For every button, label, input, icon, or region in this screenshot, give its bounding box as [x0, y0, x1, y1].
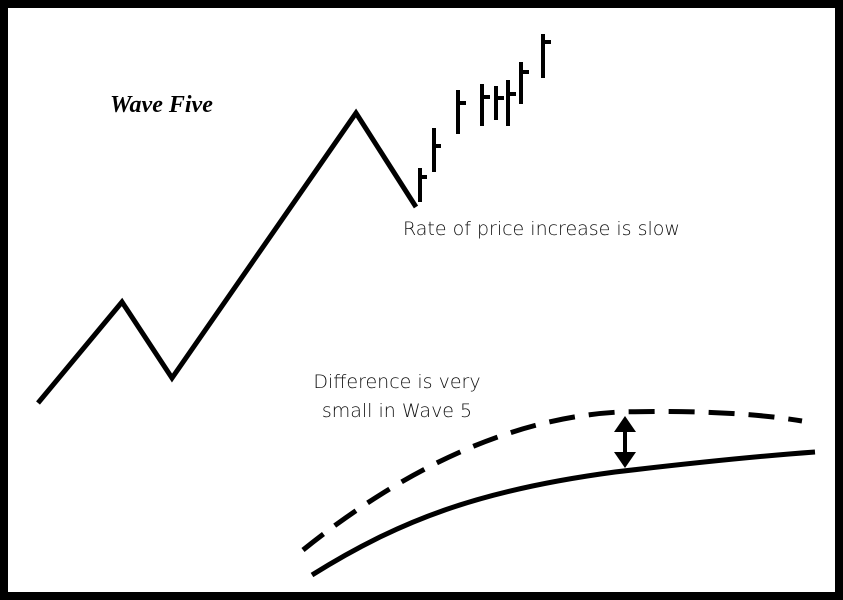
difference-note: Difference is very: [313, 371, 480, 393]
arrow-head: [614, 452, 636, 468]
arrow-head: [614, 416, 636, 432]
difference-note: small in Wave 5: [322, 400, 472, 422]
dashed-curve: [301, 409, 803, 552]
solid-curve: [310, 449, 816, 578]
title: Wave Five: [110, 92, 213, 118]
price-bars: [418, 34, 551, 202]
double-arrow: [614, 416, 636, 468]
rate-note: Rate of price increase is slow: [403, 218, 680, 240]
wave-line: [36, 108, 419, 405]
